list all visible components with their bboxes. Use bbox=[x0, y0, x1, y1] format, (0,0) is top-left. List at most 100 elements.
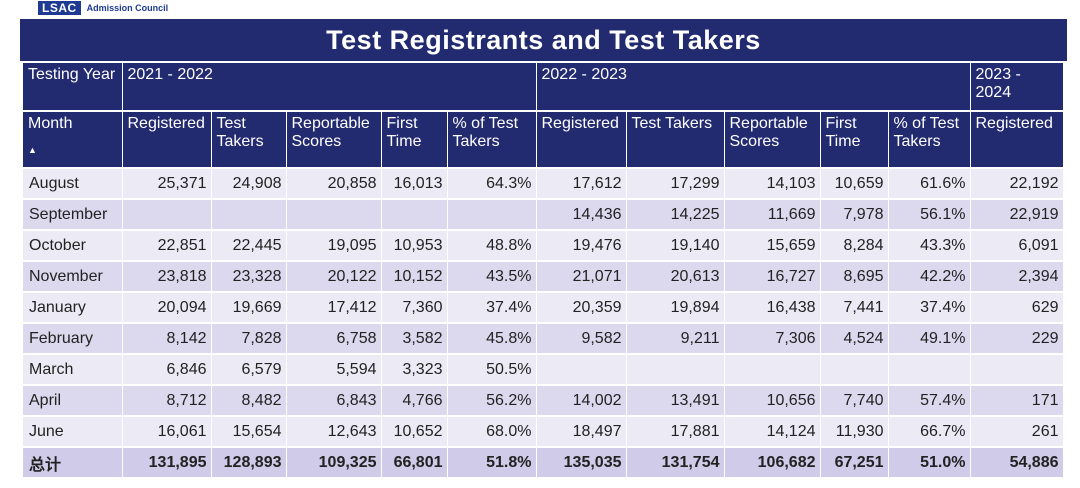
value-cell: 19,894 bbox=[626, 292, 725, 324]
testing-year-header: Testing Year bbox=[23, 63, 123, 112]
value-cell: 56.2% bbox=[447, 385, 537, 417]
page-title: Test Registrants and Test Takers bbox=[20, 19, 1067, 61]
value-cell bbox=[122, 199, 212, 231]
value-cell: 10,652 bbox=[381, 416, 448, 448]
value-cell: 37.4% bbox=[447, 292, 537, 324]
value-cell: 15,654 bbox=[211, 416, 287, 448]
value-cell: 19,140 bbox=[626, 230, 725, 262]
value-cell: 12,643 bbox=[286, 416, 382, 448]
column-header: Test Takers bbox=[211, 111, 287, 169]
value-cell: 9,211 bbox=[626, 323, 725, 355]
value-cell bbox=[286, 199, 382, 231]
value-cell: 7,828 bbox=[211, 323, 287, 355]
value-cell: 50.5% bbox=[447, 354, 537, 386]
value-cell: 16,061 bbox=[122, 416, 212, 448]
value-cell: 3,323 bbox=[381, 354, 448, 386]
total-cell: 106,682 bbox=[724, 447, 821, 479]
value-cell: 7,441 bbox=[820, 292, 889, 324]
value-cell: 22,192 bbox=[970, 168, 1064, 200]
column-header: Registered bbox=[122, 111, 212, 169]
value-cell: 8,482 bbox=[211, 385, 287, 417]
column-header: Registered bbox=[536, 111, 627, 169]
sort-ascending-icon[interactable]: ▲ bbox=[28, 145, 37, 155]
month-cell: June bbox=[23, 416, 123, 448]
column-header: % of Test Takers bbox=[888, 111, 971, 169]
value-cell: 16,438 bbox=[724, 292, 821, 324]
value-cell bbox=[970, 354, 1064, 386]
table-row: March 6,846 6,579 5,594 3,323 50.5% bbox=[23, 354, 1064, 386]
value-cell: 14,103 bbox=[724, 168, 821, 200]
value-cell: 8,142 bbox=[122, 323, 212, 355]
value-cell: 21,071 bbox=[536, 261, 627, 293]
year-2022-2023: 2022 - 2023 bbox=[536, 63, 971, 112]
value-cell: 7,360 bbox=[381, 292, 448, 324]
value-cell: 43.5% bbox=[447, 261, 537, 293]
value-cell: 6,091 bbox=[970, 230, 1064, 262]
value-cell: 5,594 bbox=[286, 354, 382, 386]
table-row: November 23,818 23,328 20,122 10,152 43.5% 21… bbox=[23, 261, 1064, 293]
total-cell: 135,035 bbox=[536, 447, 627, 479]
column-header: First Time bbox=[820, 111, 889, 169]
value-cell: 15,659 bbox=[724, 230, 821, 262]
total-cell: 66,801 bbox=[381, 447, 448, 479]
column-header: Test Takers bbox=[626, 111, 725, 169]
month-cell: April bbox=[23, 385, 123, 417]
value-cell: 20,094 bbox=[122, 292, 212, 324]
value-cell: 11,669 bbox=[724, 199, 821, 231]
value-cell: 7,306 bbox=[724, 323, 821, 355]
value-cell: 45.8% bbox=[447, 323, 537, 355]
value-cell: 19,476 bbox=[536, 230, 627, 262]
value-cell: 10,659 bbox=[820, 168, 889, 200]
value-cell bbox=[381, 199, 448, 231]
month-cell: August bbox=[23, 168, 123, 200]
value-cell: 19,095 bbox=[286, 230, 382, 262]
value-cell: 24,908 bbox=[211, 168, 287, 200]
table-row: August 25,371 24,908 20,858 16,013 64.3% 17,6… bbox=[23, 168, 1064, 200]
value-cell: 19,669 bbox=[211, 292, 287, 324]
month-header[interactable]: Month ▲ bbox=[23, 111, 123, 169]
value-cell: 10,152 bbox=[381, 261, 448, 293]
value-cell: 61.6% bbox=[888, 168, 971, 200]
total-row: 总计 131,895 128,893 109,325 66,801 51.8% 135,0… bbox=[23, 447, 1064, 479]
total-cell: 54,886 bbox=[970, 447, 1064, 479]
value-cell: 20,122 bbox=[286, 261, 382, 293]
value-cell: 261 bbox=[970, 416, 1064, 448]
value-cell: 11,930 bbox=[820, 416, 889, 448]
column-header: First Time bbox=[381, 111, 448, 169]
total-cell: 131,754 bbox=[626, 447, 725, 479]
month-cell: March bbox=[23, 354, 123, 386]
value-cell: 6,758 bbox=[286, 323, 382, 355]
month-cell: February bbox=[23, 323, 123, 355]
value-cell: 57.4% bbox=[888, 385, 971, 417]
table-row: January 20,094 19,669 17,412 7,360 37.4% 20,3… bbox=[23, 292, 1064, 324]
total-label-cell: 总计 bbox=[23, 447, 123, 479]
logo-mark: LSAC bbox=[38, 1, 81, 15]
value-cell: 22,851 bbox=[122, 230, 212, 262]
value-cell: 23,328 bbox=[211, 261, 287, 293]
registrants-table: Testing Year 2021 - 2022 2022 - 2023 202… bbox=[23, 63, 1064, 479]
table-row: October 22,851 22,445 19,095 10,953 48.8% 19,… bbox=[23, 230, 1064, 262]
value-cell bbox=[447, 199, 537, 231]
value-cell: 16,727 bbox=[724, 261, 821, 293]
value-cell: 20,613 bbox=[626, 261, 725, 293]
value-cell: 2,394 bbox=[970, 261, 1064, 293]
column-header: % of Test Takers bbox=[447, 111, 537, 169]
value-cell: 8,284 bbox=[820, 230, 889, 262]
total-cell: 128,893 bbox=[211, 447, 287, 479]
table-row: June 16,061 15,654 12,643 10,652 68.0% 18,497… bbox=[23, 416, 1064, 448]
month-header-label: Month bbox=[28, 115, 73, 132]
total-cell: 109,325 bbox=[286, 447, 382, 479]
value-cell: 17,412 bbox=[286, 292, 382, 324]
value-cell bbox=[820, 354, 889, 386]
month-cell: October bbox=[23, 230, 123, 262]
year-2021-2022: 2021 - 2022 bbox=[122, 63, 537, 112]
value-cell bbox=[888, 354, 971, 386]
value-cell: 7,740 bbox=[820, 385, 889, 417]
value-cell: 17,612 bbox=[536, 168, 627, 200]
table-row: September 14,436 14,225 11,669 7,978 56.1% 22… bbox=[23, 199, 1064, 231]
value-cell: 229 bbox=[970, 323, 1064, 355]
total-cell: 131,895 bbox=[122, 447, 212, 479]
value-cell: 13,491 bbox=[626, 385, 725, 417]
column-header: Registered bbox=[970, 111, 1064, 169]
value-cell: 7,978 bbox=[820, 199, 889, 231]
